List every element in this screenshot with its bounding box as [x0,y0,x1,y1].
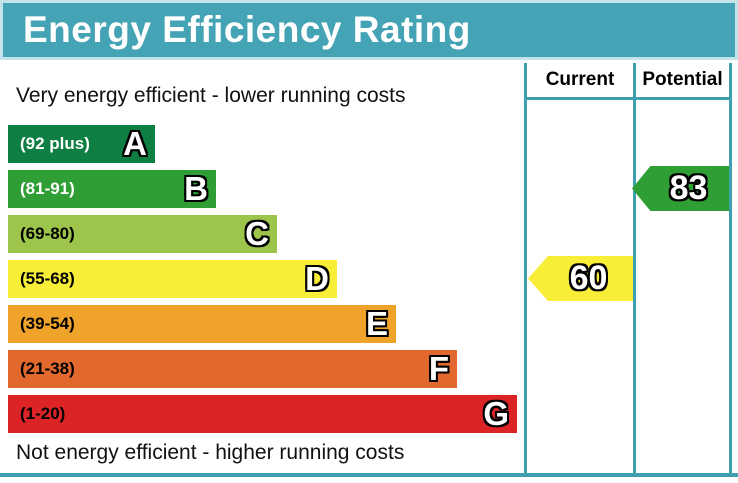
table-rule-bottom [0,473,738,477]
rating-bands: (92 plus) A (81-91) B (69-80) C (55-68) … [8,125,517,440]
table-rule-middle-vertical [633,63,636,473]
band-f-letter: F [428,350,449,387]
current-rating-value: 60 [569,259,608,297]
column-header-current: Current [545,69,615,90]
band-b-letter: B [184,170,208,207]
band-c: (69-80) C [8,215,277,253]
column-header-potential: Potential [642,69,723,90]
caption-very-efficient: Very energy efficient - lower running co… [16,84,406,107]
band-d-letter: D [305,260,329,297]
caption-not-efficient: Not energy efficient - higher running co… [16,441,405,464]
band-e-letter: E [365,305,388,342]
band-g-range: (1-20) [20,404,66,423]
potential-rating-arrow-icon: 83 [632,166,729,211]
potential-rating-value: 83 [669,169,708,207]
band-f-range: (21-38) [20,359,75,378]
page-title: Energy Efficiency Rating [23,9,471,50]
band-b: (81-91) B [8,170,216,208]
band-g-letter: G [483,395,509,432]
band-b-range: (81-91) [20,179,75,198]
table-rule-left-vertical [524,63,527,473]
band-c-range: (69-80) [20,224,75,243]
band-a-range: (92 plus) [20,134,90,153]
band-d-range: (55-68) [20,269,75,288]
band-a: (92 plus) A [8,125,155,163]
band-a-letter: A [123,125,147,162]
band-d: (55-68) D [8,260,337,298]
title-banner: Energy Efficiency Rating [3,3,735,57]
band-f: (21-38) F [8,350,457,388]
table-rule-header-underline [524,97,732,100]
table-rule-right-vertical [729,63,732,473]
band-e-range: (39-54) [20,314,75,333]
band-e: (39-54) E [8,305,396,343]
current-rating-arrow-icon: 60 [528,256,633,301]
band-c-letter: C [245,215,269,252]
band-g: (1-20) G [8,395,517,433]
title-banner-frame: Energy Efficiency Rating [0,0,738,60]
